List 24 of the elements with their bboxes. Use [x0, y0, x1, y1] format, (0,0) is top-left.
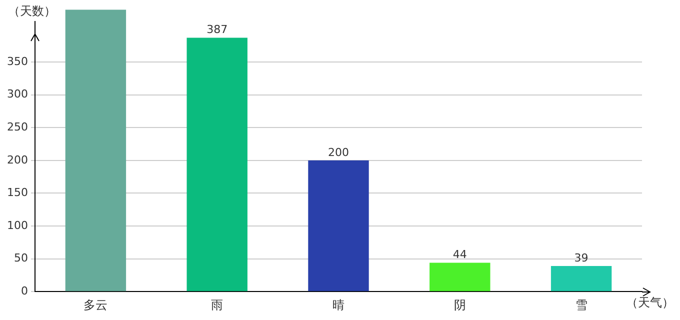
bar [186, 38, 248, 292]
data-label: 44 [452, 248, 467, 262]
x-axis-title: （天气） [626, 296, 674, 310]
data-label: 387 [206, 23, 228, 36]
data-label: 39 [574, 251, 588, 264]
y-tick-label: 150 [6, 186, 28, 200]
data-label: 200 [328, 146, 349, 159]
x-tick-label: 雪 [575, 298, 588, 312]
y-tick-label: 250 [6, 120, 28, 134]
bar [65, 10, 126, 292]
y-tick-label: 200 [6, 153, 28, 166]
x-tick-label: 多云 [84, 298, 108, 312]
bar [430, 262, 490, 292]
bar [550, 266, 612, 292]
x-tick-label: 阴 [454, 298, 466, 312]
y-tick-label: 0 [20, 284, 28, 298]
bar [308, 160, 369, 292]
x-tick-label: 雨 [211, 298, 224, 312]
y-tick-label: 300 [6, 88, 28, 101]
y-tick-label: 350 [6, 54, 28, 68]
y-tick-label: 100 [6, 218, 28, 232]
x-tick-label: 晴 [332, 298, 344, 312]
y-axis-title: （天数） [8, 4, 56, 18]
y-tick-label: 50 [14, 252, 28, 265]
